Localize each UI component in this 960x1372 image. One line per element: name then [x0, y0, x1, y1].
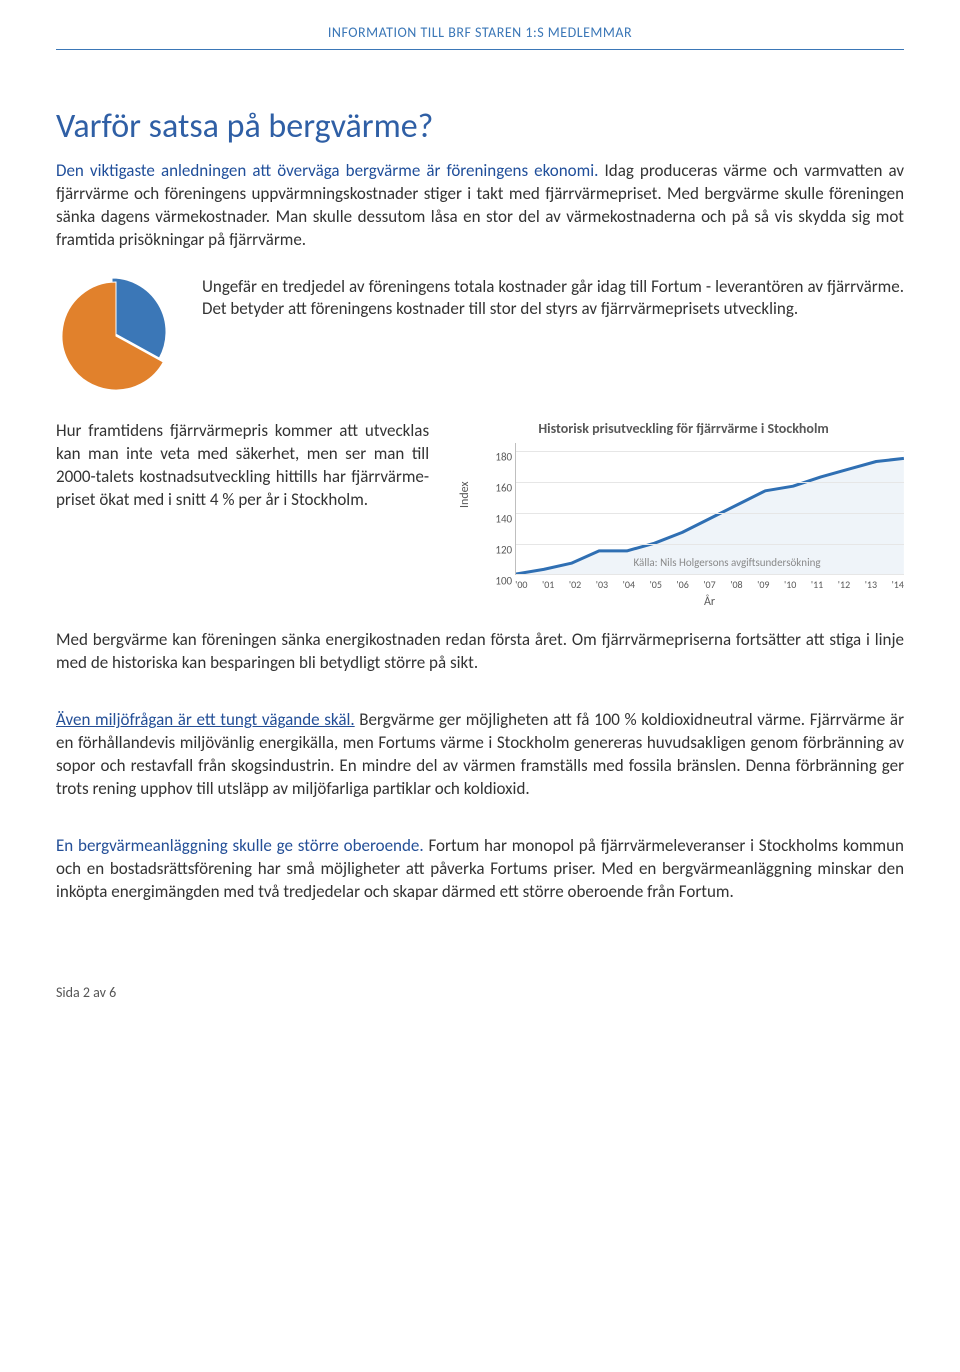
- intro-section: Den viktigaste anledningen att överväga …: [56, 160, 904, 252]
- chart-xtick: '01: [542, 578, 554, 592]
- line-chart-container: Historisk prisutveckling för fjärrvärme …: [463, 420, 904, 613]
- chart-xlabel: År: [515, 594, 904, 610]
- chart-xtick: '11: [811, 578, 823, 592]
- chart-ytick: 140: [482, 512, 512, 527]
- chart-xtick: '13: [865, 578, 877, 592]
- chart-ylabel: Index: [457, 482, 473, 509]
- chart-xtick: '04: [623, 578, 635, 592]
- chart-title: Historisk prisutveckling för fjärrvärme …: [463, 420, 904, 439]
- independence-paragraph: En bergvärmeanläggning skulle ge större …: [56, 835, 904, 904]
- environment-paragraph: Även miljöfrågan är ett tungt vägande sk…: [56, 709, 904, 801]
- chart-ytick: 100: [482, 574, 512, 589]
- chart-xtick: '10: [784, 578, 796, 592]
- two-column-row: Hur framtidens fjärrvärmepris kommer att…: [56, 420, 904, 613]
- chart-plot: Källa: Nils Holgersons avgiftsundersökni…: [515, 443, 904, 575]
- pie-row: Ungefär en tredjedel av föreningens tota…: [56, 276, 904, 403]
- chart-xtick: '09: [757, 578, 769, 592]
- chart-area: Index Källa: Nils Holgersons avgiftsunde…: [463, 443, 904, 613]
- environment-lead: Även miljöfrågan är ett tungt vägande sk…: [56, 709, 355, 730]
- chart-gridline: [516, 513, 904, 514]
- chart-gridline: [516, 482, 904, 483]
- independence-lead: En bergvärmeanläggning skulle ge större …: [56, 835, 424, 856]
- chart-xtick: '08: [730, 578, 742, 592]
- chart-source: Källa: Nils Holgersons avgiftsundersökni…: [556, 556, 898, 571]
- chart-xtick: '00: [515, 578, 527, 592]
- chart-ytick: 160: [482, 481, 512, 496]
- chart-xtick: '07: [703, 578, 715, 592]
- page-title: Varför satsa på bergvärme?: [56, 104, 904, 150]
- chart-gridline: [516, 574, 904, 575]
- chart-ytick: 120: [482, 543, 512, 558]
- left-paragraph: Hur framtidens fjärrvärmepris kommer att…: [56, 420, 429, 512]
- chart-xaxis: '00 '01 '02 '03 '04 '05 '06 '07 '08 '09 '10 '11 '12 '…: [515, 575, 904, 592]
- intro-lead: Den viktigaste anledningen att överväga …: [56, 160, 598, 181]
- chart-ytick: 180: [482, 451, 512, 466]
- intro-paragraph: Den viktigaste anledningen att överväga …: [56, 160, 904, 252]
- after-chart-paragraph: Med bergvärme kan föreningen sänka energ…: [56, 629, 904, 675]
- chart-gridline: [516, 544, 904, 545]
- chart-xtick: '02: [569, 578, 581, 592]
- chart-xtick: '03: [596, 578, 608, 592]
- pie-chart-svg: [56, 276, 176, 396]
- page-footer: Sida 2 av 6: [56, 984, 904, 1003]
- chart-xtick: '14: [892, 578, 904, 592]
- chart-gridline: [516, 451, 904, 452]
- chart-xtick: '12: [838, 578, 850, 592]
- pie-paragraph: Ungefär en tredjedel av föreningens tota…: [202, 276, 904, 322]
- pie-chart: [56, 276, 176, 403]
- chart-xtick: '06: [676, 578, 688, 592]
- document-header: INFORMATION TILL BRF STAREN 1:S MEDLEMMA…: [56, 24, 904, 50]
- chart-xtick: '05: [650, 578, 662, 592]
